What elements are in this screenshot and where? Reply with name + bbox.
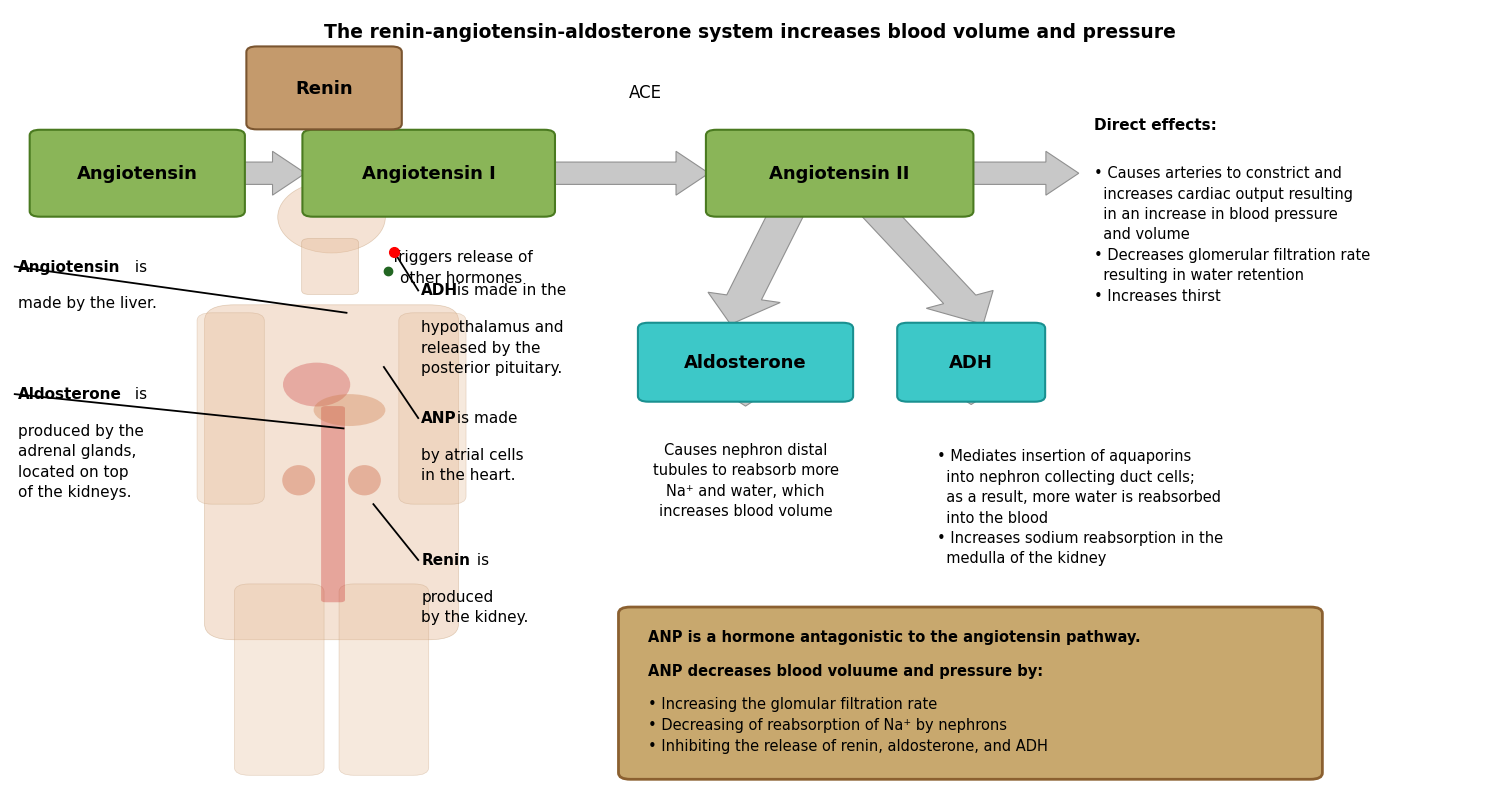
- FancyArrow shape: [934, 381, 1008, 405]
- Text: ANP: ANP: [422, 411, 458, 426]
- Text: Renin: Renin: [296, 80, 352, 98]
- Text: by atrial cells
in the heart.: by atrial cells in the heart.: [422, 448, 524, 483]
- FancyArrow shape: [970, 152, 1078, 196]
- Ellipse shape: [284, 363, 350, 407]
- FancyBboxPatch shape: [618, 607, 1323, 780]
- Text: ANP decreases blood voluume and pressure by:: ANP decreases blood voluume and pressure…: [648, 663, 1044, 678]
- FancyBboxPatch shape: [339, 584, 429, 776]
- Text: • Mediates insertion of aquaporins
  into nephron collecting duct cells;
  as a : • Mediates insertion of aquaporins into …: [938, 449, 1222, 565]
- Text: is made in the: is made in the: [452, 283, 566, 298]
- Text: hypothalamus and
released by the
posterior pituitary.: hypothalamus and released by the posteri…: [422, 320, 564, 375]
- Text: produced by the
adrenal glands,
located on top
of the kidneys.: produced by the adrenal glands, located …: [18, 423, 144, 500]
- Text: Angiotensin II: Angiotensin II: [770, 165, 910, 183]
- Text: ADH: ADH: [422, 283, 459, 298]
- FancyBboxPatch shape: [302, 239, 358, 295]
- FancyArrow shape: [552, 152, 710, 196]
- Text: Aldosterone: Aldosterone: [684, 354, 807, 372]
- FancyArrow shape: [861, 208, 993, 325]
- FancyArrow shape: [242, 152, 306, 196]
- Text: Direct effects:: Direct effects:: [1094, 118, 1216, 133]
- FancyBboxPatch shape: [638, 323, 854, 402]
- Text: • Causes arteries to constrict and
  increases cardiac output resulting
  in an : • Causes arteries to constrict and incre…: [1094, 166, 1370, 303]
- FancyBboxPatch shape: [246, 47, 402, 130]
- Text: is: is: [129, 387, 147, 402]
- FancyBboxPatch shape: [204, 306, 459, 640]
- Text: Aldosterone: Aldosterone: [18, 387, 122, 402]
- Text: ADH: ADH: [950, 354, 993, 372]
- FancyBboxPatch shape: [399, 314, 466, 504]
- Text: Angiotensin I: Angiotensin I: [362, 165, 495, 183]
- Text: ACE: ACE: [628, 83, 662, 102]
- Ellipse shape: [282, 465, 315, 496]
- FancyBboxPatch shape: [30, 131, 245, 217]
- FancyBboxPatch shape: [196, 314, 264, 504]
- Text: Triggers release of
other hormones: Triggers release of other hormones: [390, 249, 532, 286]
- Text: • Increasing the glomular filtration rate
• Decreasing of reabsorption of Na⁺ by: • Increasing the glomular filtration rat…: [648, 696, 1048, 753]
- Text: Renin: Renin: [422, 553, 470, 567]
- FancyArrow shape: [708, 209, 804, 325]
- FancyBboxPatch shape: [706, 131, 974, 217]
- Text: Angiotensin: Angiotensin: [18, 259, 120, 274]
- Text: Causes nephron distal
tubules to reabsorb more
Na⁺ and water, which
increases bl: Causes nephron distal tubules to reabsor…: [652, 443, 839, 519]
- Text: made by the liver.: made by the liver.: [18, 296, 156, 311]
- FancyBboxPatch shape: [897, 323, 1046, 402]
- Ellipse shape: [314, 395, 386, 427]
- Text: is made: is made: [452, 411, 518, 426]
- Ellipse shape: [278, 182, 386, 253]
- Text: produced
by the kidney.: produced by the kidney.: [422, 589, 528, 624]
- Text: The renin-angiotensin-aldosterone system increases blood volume and pressure: The renin-angiotensin-aldosterone system…: [324, 22, 1176, 42]
- FancyBboxPatch shape: [234, 584, 324, 776]
- Text: is: is: [472, 553, 489, 567]
- Text: is: is: [129, 259, 147, 274]
- FancyBboxPatch shape: [303, 131, 555, 217]
- FancyBboxPatch shape: [321, 407, 345, 602]
- FancyArrow shape: [708, 383, 783, 407]
- Ellipse shape: [348, 465, 381, 496]
- Text: Angiotensin: Angiotensin: [76, 165, 198, 183]
- Text: ANP is a hormone antagonistic to the angiotensin pathway.: ANP is a hormone antagonistic to the ang…: [648, 630, 1142, 645]
